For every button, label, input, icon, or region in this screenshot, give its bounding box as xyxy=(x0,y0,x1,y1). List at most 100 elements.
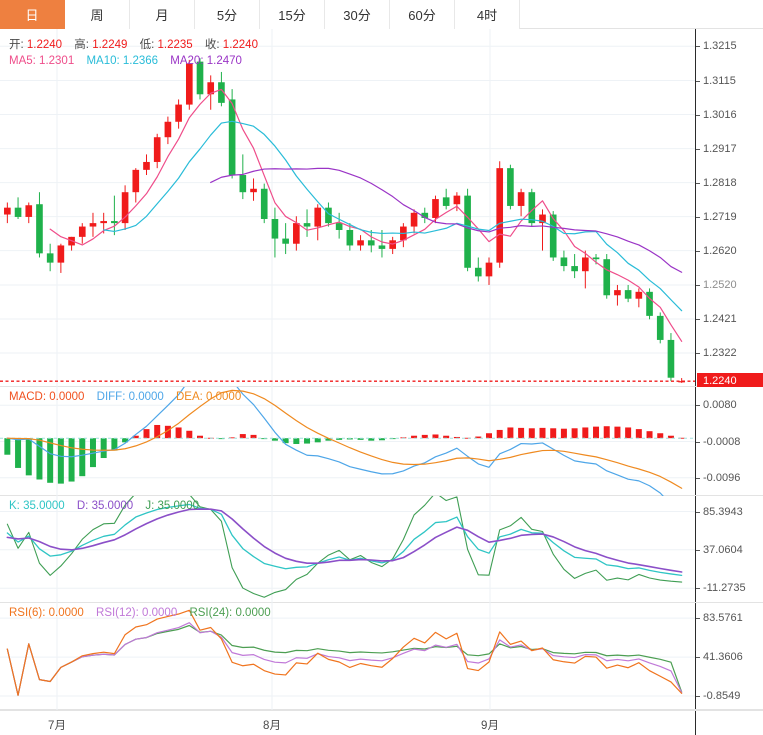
y-axis-tick-label: 83.5761 xyxy=(703,612,743,625)
tab-label: 月 xyxy=(155,8,169,23)
macd-histogram-bar xyxy=(154,424,161,439)
candlestick-bar xyxy=(678,381,685,383)
candlestick-bar xyxy=(78,226,86,237)
candlestick-bar xyxy=(592,257,600,260)
macd-histogram-bar xyxy=(197,435,203,439)
candlestick-bar xyxy=(25,205,33,217)
macd-histogram-bar xyxy=(667,435,674,439)
tab-4hour[interactable]: 4时 xyxy=(455,0,520,29)
tab-day[interactable]: 日 xyxy=(0,0,65,29)
macd-histogram-bar xyxy=(250,434,257,439)
macd-histogram-bar xyxy=(282,438,289,444)
candlestick-bar xyxy=(250,188,257,193)
macd-histogram-bar xyxy=(443,435,450,439)
macd-histogram-bar xyxy=(164,425,171,439)
date-axis-tick-label: 7月 xyxy=(48,720,66,732)
tab-60min[interactable]: 60分 xyxy=(390,0,455,29)
y-axis-tick-mark xyxy=(696,80,700,82)
tab-label: 60分 xyxy=(408,8,436,23)
y-axis-tick-mark xyxy=(696,182,700,184)
tab-15min[interactable]: 15分 xyxy=(260,0,325,29)
macd-histogram-bar xyxy=(378,438,385,441)
tab-label: 15分 xyxy=(278,8,306,23)
macd-histogram-bar xyxy=(36,438,43,480)
candlestick-bar xyxy=(346,229,354,246)
candlestick-bar xyxy=(153,137,161,162)
macd-histogram-bar xyxy=(475,436,482,439)
candlestick-bar xyxy=(667,339,675,378)
macd-histogram-bar xyxy=(453,436,460,439)
tab-5min[interactable]: 5分 xyxy=(195,0,260,29)
candlestick-bar xyxy=(432,199,439,218)
macd-histogram-bar xyxy=(657,433,664,439)
candlestick-bar xyxy=(239,175,247,193)
candlestick-bar xyxy=(164,121,172,138)
macd-histogram-bar xyxy=(336,438,343,440)
candlestick-bar xyxy=(314,207,322,227)
macd-histogram-bar xyxy=(357,438,364,440)
kdj-y-axis: 85.3943 37.0604 -11.2735 xyxy=(695,496,763,602)
macd-histogram-bar xyxy=(368,438,375,441)
y-axis-tick-mark xyxy=(696,114,700,116)
candlestick-bar xyxy=(89,223,97,227)
tab-30min[interactable]: 30分 xyxy=(325,0,390,29)
candlestick-bar xyxy=(474,267,482,277)
macd-y-axis: 0.0080 -0.0008 -0.0096 xyxy=(695,387,763,495)
macd-histogram-bar xyxy=(432,434,439,439)
y-axis-tick-label: 1.2322 xyxy=(703,346,737,359)
y-axis-tick-mark xyxy=(696,441,700,443)
candlestick-bar xyxy=(603,259,611,296)
macd-histogram-bar xyxy=(239,434,246,439)
macd-histogram-bar xyxy=(421,434,428,439)
candlestick-bar xyxy=(624,290,632,299)
macd-histogram-bar xyxy=(346,438,353,440)
current-price-badge: 1.2240 xyxy=(697,373,763,390)
candlestick-bar xyxy=(36,204,43,254)
date-axis: 7月 8月 9月 xyxy=(0,710,763,735)
tab-label: 周 xyxy=(90,8,104,23)
rsi-panel: RSI(6): 0.0000 RSI(12): 0.0000 RSI(24): … xyxy=(0,603,763,710)
macd-histogram-bar xyxy=(582,427,589,439)
candlestick-bar xyxy=(528,192,536,224)
candlestick-bar xyxy=(196,61,204,95)
candlestick-bar xyxy=(549,214,557,258)
macd-histogram-bar xyxy=(571,428,578,439)
candlestick-bar xyxy=(517,192,525,206)
y-axis-tick-mark xyxy=(696,511,700,513)
y-axis-tick-mark xyxy=(696,250,700,252)
macd-histogram-bar xyxy=(122,438,129,443)
candlestick-bar xyxy=(582,257,589,272)
y-axis-tick-mark xyxy=(696,405,700,407)
y-axis-tick-label: 1.2421 xyxy=(703,312,737,325)
y-axis-tick-label: 1.2917 xyxy=(703,142,737,155)
macd-histogram-bar xyxy=(646,431,653,439)
y-axis-tick-mark xyxy=(696,549,700,551)
candlestick-bar xyxy=(560,257,568,267)
candlestick-bar xyxy=(228,99,236,176)
macd-histogram-bar xyxy=(4,438,11,455)
tab-week[interactable]: 周 xyxy=(65,0,130,29)
candlestick-bar xyxy=(303,223,311,227)
macd-histogram-bar xyxy=(186,430,193,439)
candlestick-bar xyxy=(357,240,364,246)
date-axis-tick-label: 8月 xyxy=(263,720,281,732)
candlestick-bar xyxy=(46,253,54,263)
macd-histogram-bar xyxy=(614,426,621,439)
tab-label: 4时 xyxy=(476,8,498,23)
y-axis-tick-label: -0.0096 xyxy=(703,471,741,484)
candlestick-bar xyxy=(453,195,461,205)
macd-plot xyxy=(0,387,695,496)
macd-histogram-bar xyxy=(507,427,514,439)
macd-histogram-bar xyxy=(528,428,535,439)
tab-month[interactable]: 月 xyxy=(130,0,195,29)
y-axis-tick-label: 1.2818 xyxy=(703,176,737,189)
macd-histogram-bar xyxy=(68,438,75,482)
y-axis-tick-label: 1.2719 xyxy=(703,210,737,223)
macd-panel: MACD: 0.0000 DIFF: 0.0000 DEA: 0.0000 0.… xyxy=(0,387,763,496)
candlestick-bar xyxy=(410,212,418,227)
macd-histogram-bar xyxy=(560,428,567,439)
macd-histogram-bar xyxy=(229,437,236,439)
candlestick-bar xyxy=(646,291,653,316)
period-tab-bar: 日 周 月 5分 15分 30分 60分 4时 xyxy=(0,0,763,29)
